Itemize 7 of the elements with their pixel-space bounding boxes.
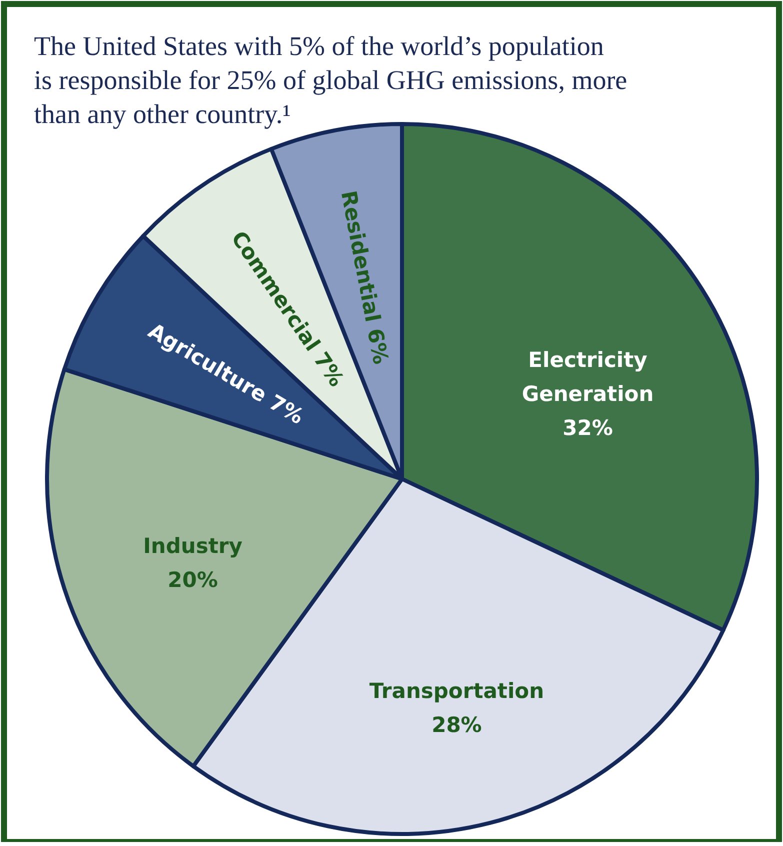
data-label: 28% bbox=[432, 713, 482, 738]
slice-label: Industry bbox=[143, 534, 243, 558]
slice-label: Transportation bbox=[369, 679, 544, 704]
slice-label: Electricity Generation bbox=[522, 348, 654, 406]
chart-title: The United States with 5% of the world’s population is responsible for 25% of global GHG emissions, more than any other country.¹ bbox=[34, 31, 628, 129]
data-label: 32% bbox=[562, 416, 613, 440]
data-label: 20% bbox=[168, 568, 218, 592]
